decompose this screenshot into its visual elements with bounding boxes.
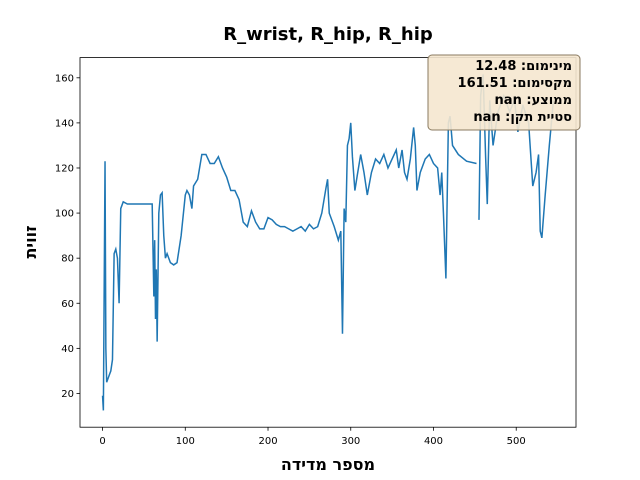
stats-line: סטיית תקן: nan <box>473 110 572 125</box>
x-tick-label: 200 <box>258 436 277 447</box>
y-tick-label: 140 <box>55 118 74 129</box>
x-tick-label: 100 <box>176 436 195 447</box>
chart-title: R_wrist, R_hip, R_hip <box>223 24 433 45</box>
x-tick-label: 400 <box>424 436 443 447</box>
axes-frame <box>79 57 577 428</box>
stats-line: מינימום: 12.48 <box>475 59 572 74</box>
y-tick-label: 160 <box>55 73 74 84</box>
stats-box <box>427 54 581 131</box>
stats-line: מקסימום: 161.51 <box>458 76 572 91</box>
y-axis-label: זווית <box>21 225 40 258</box>
y-tick-label: 80 <box>61 254 74 265</box>
x-axis-label: מספר מדידה <box>281 455 375 474</box>
x-tick-label: 500 <box>507 436 526 447</box>
x-tick-label: 0 <box>99 436 105 447</box>
y-tick-label: 40 <box>61 344 74 355</box>
y-tick-label: 60 <box>61 299 74 310</box>
y-tick-label: 100 <box>55 209 74 220</box>
y-tick-label: 120 <box>55 163 74 174</box>
y-tick-label: 20 <box>61 389 74 400</box>
stats-line: ממוצע: nan <box>495 93 572 108</box>
x-tick-label: 300 <box>341 436 360 447</box>
